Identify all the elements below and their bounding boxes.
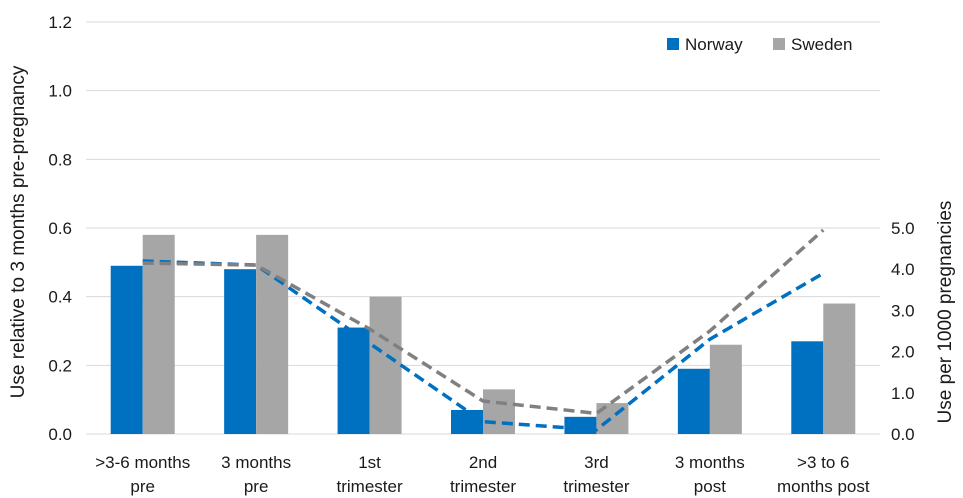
left-tick-label: 0.6	[48, 219, 72, 238]
left-tick-label: 0.4	[48, 288, 72, 307]
category-label: 3 months	[221, 453, 291, 472]
right-tick-label: 0.0	[891, 425, 915, 444]
bar-sweden-6	[823, 303, 856, 434]
right-tick-label: 2.0	[891, 343, 915, 362]
bar-sweden-0	[142, 234, 175, 434]
right-axis-title: Use per 1000 pregnancies	[935, 201, 956, 424]
category-label: post	[694, 477, 726, 496]
right-tick-label: 1.0	[891, 384, 915, 403]
bar-norway-6	[791, 341, 824, 434]
left-axis-ticks: 0.0 0.2 0.4 0.6 0.8 1.0 1.2	[48, 13, 72, 444]
bar-sweden-2	[369, 296, 402, 434]
right-tick-label: 5.0	[891, 219, 915, 238]
category-label: 1st	[358, 453, 381, 472]
left-tick-label: 0.8	[48, 150, 72, 169]
legend: Norway Sweden	[667, 35, 852, 54]
legend-swatch-norway	[667, 38, 679, 50]
category-label: months post	[777, 477, 870, 496]
bar-norway-1	[224, 269, 257, 434]
bar-norway-0	[110, 265, 143, 434]
bar-sweden-5	[709, 344, 742, 434]
bar-sweden-1	[256, 234, 289, 434]
legend-label-norway: Norway	[685, 35, 743, 54]
bar-sweden-3	[483, 389, 515, 434]
category-label: pre	[244, 477, 269, 496]
legend-label-sweden: Sweden	[791, 35, 852, 54]
right-tick-label: 4.0	[891, 260, 915, 279]
category-label: trimester	[450, 477, 516, 496]
category-label: trimester	[563, 477, 629, 496]
gridlines	[86, 21, 880, 435]
left-tick-label: 0.0	[48, 425, 72, 444]
bar-norway-3	[451, 409, 483, 434]
category-label: trimester	[337, 477, 403, 496]
bars	[110, 234, 856, 434]
dashed-line-0	[142, 259, 825, 432]
left-tick-label: 1.0	[48, 82, 72, 101]
category-labels: >3-6 months pre 3 months pre 1st trimester 2nd…	[95, 453, 870, 496]
bar-norway-4	[564, 416, 597, 434]
category-label: 3rd	[584, 453, 609, 472]
bar-norway-5	[677, 368, 710, 434]
dashed-lines	[142, 228, 825, 432]
category-label: 2nd	[469, 453, 497, 472]
dashed-line-1	[142, 228, 825, 416]
left-tick-label: 0.2	[48, 356, 72, 375]
category-label: 3 months	[675, 453, 745, 472]
category-label: >3 to 6	[797, 453, 849, 472]
left-tick-label: 1.2	[48, 13, 72, 32]
right-axis-ticks: 0.0 1.0 2.0 3.0 4.0 5.0	[891, 219, 915, 444]
category-label: pre	[130, 477, 155, 496]
right-tick-label: 3.0	[891, 301, 915, 320]
category-label: >3-6 months	[95, 453, 190, 472]
bar-norway-2	[337, 327, 370, 434]
left-axis-title: Use relative to 3 months pre-pregnancy	[8, 65, 29, 398]
legend-swatch-sweden	[773, 38, 785, 50]
